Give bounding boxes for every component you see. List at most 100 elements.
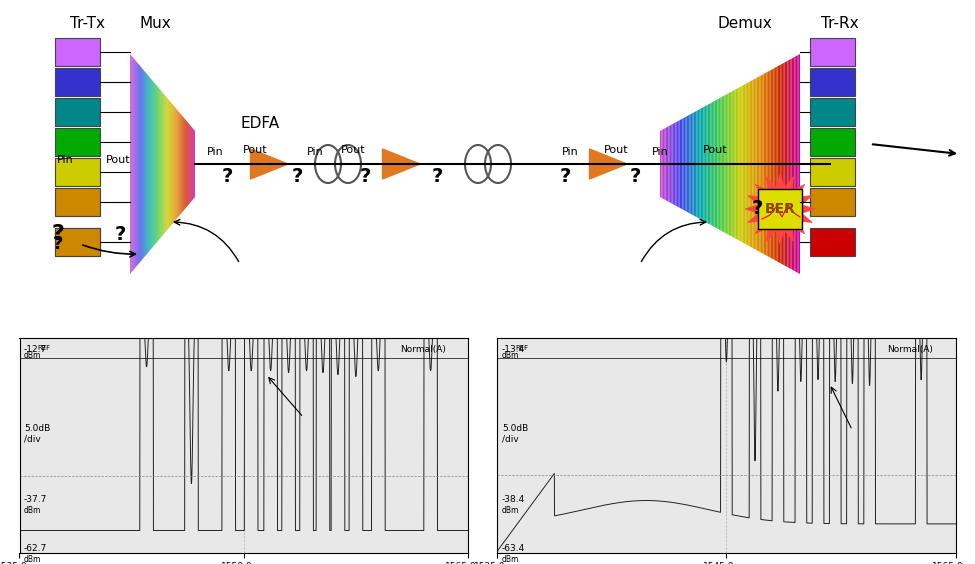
- Polygon shape: [683, 117, 685, 211]
- Polygon shape: [773, 68, 775, 260]
- Text: REF: REF: [516, 345, 528, 351]
- Polygon shape: [671, 124, 673, 204]
- Polygon shape: [695, 111, 696, 217]
- Text: -62.7: -62.7: [24, 544, 47, 553]
- Polygon shape: [738, 87, 740, 241]
- Text: ?: ?: [292, 166, 302, 186]
- FancyBboxPatch shape: [810, 38, 855, 66]
- FancyBboxPatch shape: [55, 38, 100, 66]
- Polygon shape: [750, 81, 751, 247]
- Polygon shape: [709, 103, 711, 224]
- Polygon shape: [737, 88, 738, 240]
- Text: ?: ?: [752, 200, 762, 218]
- Polygon shape: [745, 174, 815, 244]
- Polygon shape: [754, 78, 756, 249]
- Polygon shape: [719, 98, 721, 230]
- Polygon shape: [792, 58, 793, 270]
- FancyBboxPatch shape: [810, 158, 855, 186]
- Polygon shape: [780, 64, 782, 264]
- Polygon shape: [676, 122, 677, 206]
- Text: ?: ?: [360, 166, 370, 186]
- Text: REF: REF: [37, 345, 51, 351]
- Polygon shape: [783, 63, 785, 266]
- Polygon shape: [692, 113, 693, 215]
- Text: Pout: Pout: [243, 145, 267, 155]
- Polygon shape: [382, 149, 420, 179]
- Polygon shape: [772, 69, 773, 259]
- Polygon shape: [685, 116, 686, 212]
- Polygon shape: [793, 57, 795, 271]
- Polygon shape: [706, 105, 708, 223]
- FancyBboxPatch shape: [810, 188, 855, 216]
- FancyBboxPatch shape: [55, 228, 100, 256]
- FancyBboxPatch shape: [55, 188, 100, 216]
- Polygon shape: [776, 67, 778, 262]
- Polygon shape: [718, 99, 719, 230]
- Polygon shape: [762, 74, 763, 254]
- Polygon shape: [751, 80, 753, 248]
- Polygon shape: [693, 112, 695, 216]
- Polygon shape: [778, 65, 779, 262]
- Polygon shape: [699, 109, 701, 219]
- Polygon shape: [748, 82, 750, 246]
- FancyBboxPatch shape: [55, 228, 100, 256]
- Polygon shape: [702, 107, 703, 221]
- Polygon shape: [590, 149, 627, 179]
- Text: dBm: dBm: [24, 351, 41, 360]
- Polygon shape: [753, 80, 754, 249]
- FancyBboxPatch shape: [810, 98, 855, 126]
- Polygon shape: [788, 60, 789, 268]
- Text: -38.4: -38.4: [502, 495, 526, 504]
- Polygon shape: [796, 55, 798, 272]
- Polygon shape: [728, 92, 730, 236]
- Polygon shape: [740, 86, 741, 241]
- Polygon shape: [688, 115, 689, 213]
- Text: Pout: Pout: [340, 145, 366, 155]
- Polygon shape: [766, 72, 767, 256]
- Polygon shape: [670, 125, 671, 203]
- Polygon shape: [770, 69, 772, 259]
- Polygon shape: [779, 65, 780, 263]
- Text: 5.0dB: 5.0dB: [24, 424, 51, 433]
- Polygon shape: [760, 75, 762, 253]
- Text: dBm: dBm: [24, 505, 41, 514]
- Polygon shape: [701, 108, 702, 220]
- Polygon shape: [667, 126, 669, 201]
- Text: ?: ?: [431, 166, 443, 186]
- Polygon shape: [741, 86, 743, 243]
- FancyBboxPatch shape: [810, 228, 855, 256]
- Polygon shape: [681, 118, 682, 209]
- Polygon shape: [758, 76, 760, 252]
- Polygon shape: [711, 103, 712, 226]
- Text: /div: /div: [502, 435, 519, 444]
- Polygon shape: [763, 73, 765, 255]
- Polygon shape: [785, 61, 786, 266]
- Text: dBm: dBm: [502, 505, 520, 514]
- Text: Normal(A): Normal(A): [886, 345, 932, 354]
- Polygon shape: [251, 149, 288, 179]
- Text: /div: /div: [24, 435, 41, 444]
- Polygon shape: [673, 124, 674, 205]
- Polygon shape: [686, 116, 688, 213]
- Polygon shape: [790, 59, 792, 270]
- Polygon shape: [679, 120, 680, 208]
- Polygon shape: [756, 78, 757, 250]
- Polygon shape: [723, 95, 724, 232]
- Polygon shape: [703, 107, 705, 222]
- FancyBboxPatch shape: [55, 158, 100, 186]
- Text: Tr-Rx: Tr-Rx: [821, 16, 859, 32]
- FancyBboxPatch shape: [810, 68, 855, 96]
- Polygon shape: [743, 85, 744, 243]
- Polygon shape: [786, 61, 788, 267]
- Text: Pin: Pin: [207, 147, 223, 157]
- Polygon shape: [798, 55, 799, 273]
- Text: dBm: dBm: [24, 555, 41, 564]
- Polygon shape: [789, 59, 790, 268]
- Polygon shape: [682, 118, 683, 210]
- Text: ?: ?: [53, 235, 63, 253]
- Polygon shape: [689, 114, 691, 214]
- Text: -13.4: -13.4: [502, 345, 526, 354]
- Polygon shape: [660, 130, 661, 198]
- Polygon shape: [680, 120, 681, 209]
- Polygon shape: [669, 126, 670, 202]
